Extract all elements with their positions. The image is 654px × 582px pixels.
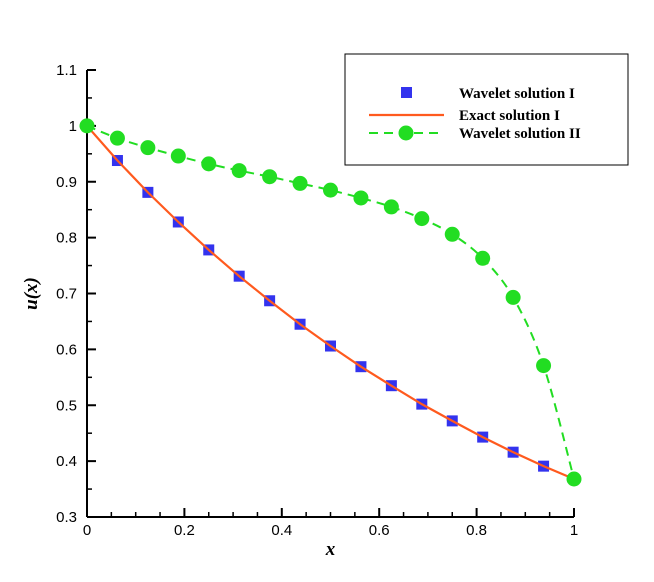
legend: Wavelet solution I Exact solution I Wave…	[344, 53, 629, 166]
data-point	[444, 226, 460, 242]
legend-marker-wavelet-solution-ii	[398, 125, 414, 141]
series-2	[79, 118, 582, 487]
y-tick-label: 0.7	[56, 286, 77, 303]
series-0	[111, 155, 550, 472]
x-tick-label: 0	[83, 522, 91, 539]
y-tick-label: 0.5	[56, 397, 77, 414]
data-point	[109, 130, 125, 146]
y-tick-label: 0.6	[56, 341, 77, 358]
axes: 0.3 0.4 0.5 0.6 0.7 0.8 0.9 1 1.1 0 0.2 0.4 0.6 0.8 1 x…	[21, 62, 578, 560]
data-point	[292, 175, 308, 191]
series-layer	[79, 118, 582, 487]
x-tick-label: 0.6	[369, 522, 390, 539]
x-tick-label: 0.4	[271, 522, 292, 539]
x-tick-label: 0.2	[174, 522, 195, 539]
y-tick-label: 1	[69, 118, 77, 135]
data-point	[353, 190, 369, 206]
y-tick-label: 1.1	[56, 62, 77, 79]
x-tick-label: 1	[570, 522, 578, 539]
data-point	[505, 289, 521, 305]
x-axis-title: x	[325, 539, 336, 560]
y-tick-label: 0.8	[56, 230, 77, 247]
data-point	[475, 250, 491, 266]
data-point	[140, 140, 156, 156]
data-point	[323, 182, 338, 198]
series-line	[86, 124, 575, 480]
legend-box	[344, 53, 629, 166]
data-point	[383, 199, 399, 215]
legend-marker-wavelet-solution-i	[401, 87, 412, 98]
data-point	[414, 211, 430, 227]
y-axis-title: u(x)	[21, 277, 42, 310]
data-point	[201, 156, 217, 172]
legend-label-wavelet-solution-i: Wavelet solution I	[459, 86, 575, 102]
y-tick-label: 0.3	[56, 509, 77, 526]
x-tick-label: 0.8	[466, 522, 487, 539]
series-line	[86, 125, 575, 481]
legend-label-wavelet-solution-ii: Wavelet solution II	[459, 126, 581, 142]
data-point	[79, 118, 95, 134]
legend-label-exact-solution-i: Exact solution I	[459, 108, 560, 124]
series-1	[86, 125, 575, 481]
data-point	[566, 471, 582, 487]
y-tick-label: 0.4	[56, 453, 77, 470]
data-point	[170, 148, 186, 164]
data-point	[262, 169, 278, 185]
data-point	[536, 358, 552, 374]
y-tick-label: 0.9	[56, 174, 77, 191]
data-point	[231, 163, 247, 179]
